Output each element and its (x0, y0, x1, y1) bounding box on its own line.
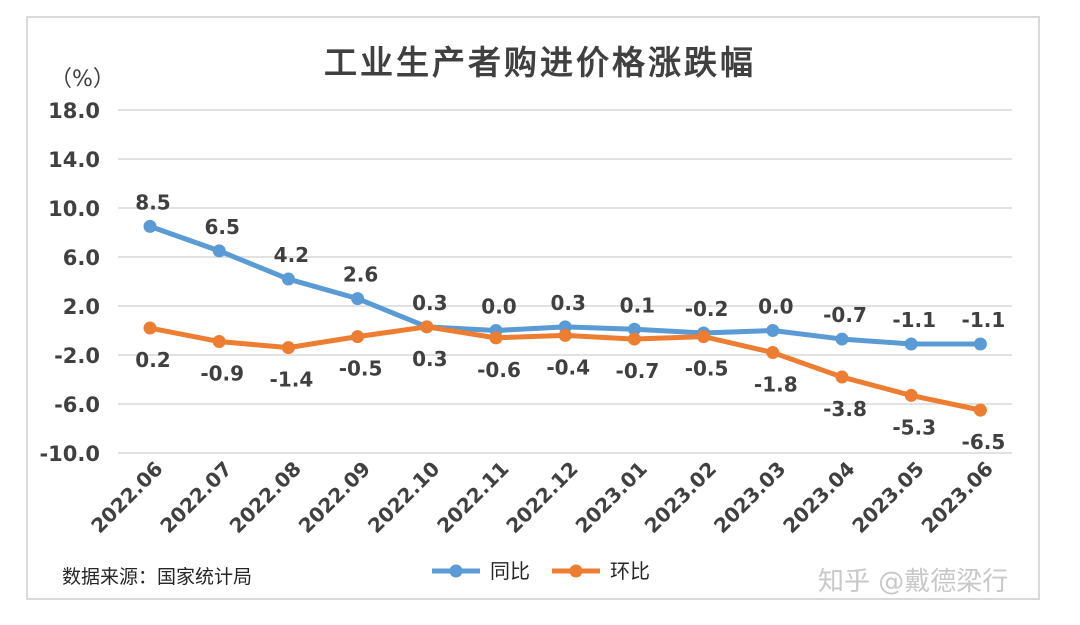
data-point (697, 330, 711, 344)
y-tick-label: -6.0 (54, 393, 100, 417)
x-tick-label: 2022.10 (363, 457, 444, 538)
data-point (627, 322, 641, 336)
data-label: 0.3 (412, 347, 447, 371)
chart-title: 工业生产者购进价格涨跌幅 (324, 43, 756, 82)
x-tick-label: 2022.06 (86, 457, 167, 538)
source-note: 数据来源：国家统计局 (62, 566, 252, 588)
data-point (766, 346, 780, 360)
data-label: 0.0 (758, 295, 793, 319)
data-point (904, 337, 918, 351)
data-label: 0.1 (620, 293, 655, 317)
data-label: -0.9 (200, 362, 244, 386)
data-point (351, 292, 365, 306)
data-label: 0.0 (481, 295, 516, 319)
x-tick-label: 2022.12 (501, 457, 582, 538)
data-point (420, 320, 434, 334)
data-point (351, 330, 365, 344)
y-tick-label: 14.0 (48, 148, 100, 172)
data-point (627, 332, 641, 346)
legend-entry: 环比 (610, 559, 650, 583)
data-point (904, 388, 918, 402)
data-label: 2.6 (343, 263, 378, 287)
legend-swatch-marker (569, 564, 583, 578)
x-tick-label: 2023.04 (778, 457, 859, 538)
data-label: 0.2 (135, 348, 170, 372)
gridlines (118, 109, 1012, 454)
y-axis-unit-label: （%） (50, 67, 115, 92)
data-point (489, 331, 503, 345)
legend: 同比 环比 (432, 559, 650, 583)
data-label: -0.7 (823, 303, 867, 327)
data-label: -0.5 (339, 357, 383, 381)
data-label: 8.5 (135, 190, 170, 214)
y-tick-label: -2.0 (54, 344, 100, 368)
data-label: -1.8 (754, 373, 798, 397)
data-label: -0.4 (546, 355, 590, 379)
data-point (143, 219, 157, 233)
x-axis-ticks: 2022.062022.072022.082022.092022.102022.… (86, 457, 998, 538)
data-point (558, 328, 572, 342)
x-tick-label: 2022.07 (155, 457, 236, 538)
data-label: -0.7 (616, 359, 660, 383)
data-label: 0.3 (550, 291, 585, 315)
y-tick-label: -10.0 (39, 442, 100, 466)
watermark: 知乎 @戴德梁行 (818, 567, 1008, 597)
data-label: -1.1 (892, 308, 936, 332)
data-label: -1.4 (270, 368, 314, 392)
data-point (212, 244, 226, 258)
data-label: -6.5 (962, 430, 1006, 454)
data-label: 0.3 (412, 291, 447, 315)
data-label: 4.2 (274, 243, 309, 267)
data-label: -5.3 (892, 415, 936, 439)
data-label: -0.2 (685, 297, 729, 321)
data-label: -0.5 (685, 357, 729, 381)
data-point (212, 335, 226, 349)
data-point (766, 324, 780, 337)
x-tick-label: 2022.11 (432, 457, 513, 538)
data-label: 6.5 (204, 215, 239, 239)
y-tick-label: 6.0 (63, 246, 100, 270)
x-tick-label: 2023.05 (847, 457, 928, 538)
y-tick-label: 10.0 (48, 197, 100, 221)
data-point (835, 370, 849, 384)
data-point (973, 337, 987, 351)
data-point (281, 272, 295, 286)
data-point (973, 403, 987, 417)
legend-entry: 同比 (490, 559, 530, 583)
data-label: -0.6 (477, 358, 521, 382)
data-point (143, 321, 157, 335)
y-axis-ticks: 18.0 14.0 10.0 6.0 2.0 -2.0 -6.0 -10.0 (39, 99, 100, 466)
data-label: -3.8 (823, 397, 867, 421)
data-labels: 8.5 6.5 4.2 2.6 0.3 0.0 0.3 0.1 -0.2 0.0 -0.7 -1.1 -… (135, 190, 1005, 454)
data-label: -1.1 (962, 308, 1006, 332)
x-tick-label: 2023.03 (709, 457, 790, 538)
chart-frame (26, 16, 1040, 600)
y-tick-label: 18.0 (48, 99, 100, 123)
x-tick-label: 2022.09 (294, 457, 375, 538)
x-tick-label: 2022.08 (225, 457, 306, 538)
x-tick-label: 2023.02 (640, 457, 721, 538)
data-point (835, 332, 849, 346)
x-tick-label: 2023.06 (917, 457, 998, 538)
x-tick-label: 2023.01 (571, 457, 652, 538)
legend-swatch-marker (449, 564, 463, 578)
data-point (281, 341, 295, 355)
series-lines (143, 219, 987, 417)
y-tick-label: 2.0 (63, 295, 100, 319)
